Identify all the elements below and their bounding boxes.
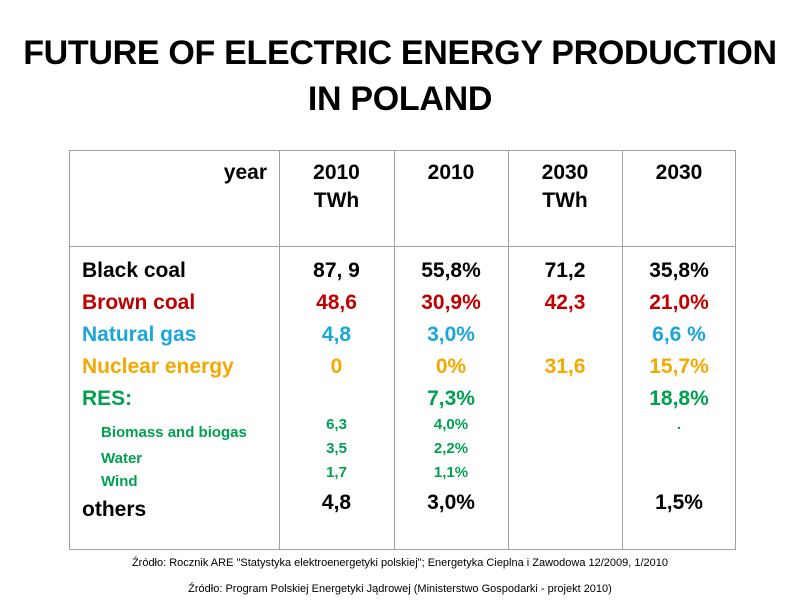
row-label-natural-gas: Natural gas xyxy=(82,323,197,346)
header-2010-pct: 2010 xyxy=(427,161,475,184)
black-coal-2030-pct: 35,8% xyxy=(649,259,709,282)
header-2030-pct: 2030 xyxy=(655,161,703,184)
others-2030-pct: 1,5% xyxy=(655,491,703,514)
row-label-black-coal: Black coal xyxy=(82,259,186,282)
natural-gas-2030-pct: 6,6 % xyxy=(652,323,706,346)
column-divider xyxy=(394,151,395,549)
slide-title: FUTURE OF ELECTRIC ENERGY PRODUCTION IN … xyxy=(0,30,800,122)
nuclear-2010-pct: 0% xyxy=(435,355,467,378)
brown-coal-2030-pct: 21,0% xyxy=(649,291,709,314)
row-label-biomass: Biomass and biogas xyxy=(101,424,247,441)
res-2030-pct: 18,8% xyxy=(649,387,709,410)
natural-gas-2010-pct: 3,0% xyxy=(427,323,475,346)
brown-coal-2010-pct: 30,9% xyxy=(421,291,481,314)
black-coal-2010-pct: 55,8% xyxy=(421,259,481,282)
natural-gas-2010-twh: 4,8 xyxy=(321,323,352,346)
biomass-2010-pct: 4,0% xyxy=(433,416,469,433)
black-coal-2010-twh: 87, 9 xyxy=(313,259,360,282)
biomass-2010-twh: 6,3 xyxy=(326,416,347,433)
column-divider xyxy=(622,151,623,549)
biomass-2030-pct: . xyxy=(676,416,682,433)
water-2010-pct: 2,2% xyxy=(433,440,469,457)
title-line-2: IN POLAND xyxy=(307,80,493,118)
column-divider xyxy=(279,151,280,549)
header-year: year xyxy=(223,161,267,184)
wind-2010-pct: 1,1% xyxy=(433,464,469,481)
others-2010-pct: 3,0% xyxy=(427,491,475,514)
row-label-brown-coal: Brown coal xyxy=(82,291,196,314)
source-note-1: Źródło: Rocznik ARE "Statystyka elektroe… xyxy=(131,557,669,569)
row-label-res: RES: xyxy=(82,387,133,410)
res-2010-pct: 7,3% xyxy=(427,387,475,410)
brown-coal-2030-twh: 42,3 xyxy=(544,291,586,314)
header-2030-twh: 2030 TWh xyxy=(541,161,589,212)
column-divider xyxy=(508,151,509,549)
row-label-nuclear-energy: Nuclear energy xyxy=(82,355,234,378)
title-line-1: FUTURE OF ELECTRIC ENERGY PRODUCTION xyxy=(23,34,777,72)
row-label-others: others xyxy=(82,498,147,521)
header-divider xyxy=(70,246,735,247)
water-2010-twh: 3,5 xyxy=(326,440,347,457)
nuclear-2010-twh: 0 xyxy=(330,355,343,378)
source-note-2: Źródło: Program Polskiej Energetyki Jądr… xyxy=(188,583,612,595)
energy-table: year 2010 TWh 2010 2030 TWh 2030 Black c… xyxy=(69,150,736,550)
row-label-water: Water xyxy=(101,450,143,467)
header-2010-twh: 2010 TWh xyxy=(313,161,360,212)
nuclear-2030-pct: 15,7% xyxy=(649,355,709,378)
nuclear-2030-twh: 31,6 xyxy=(544,355,586,378)
row-label-wind: Wind xyxy=(101,473,138,490)
wind-2010-twh: 1,7 xyxy=(326,464,347,481)
others-2010-twh: 4,8 xyxy=(321,491,352,514)
brown-coal-2010-twh: 48,6 xyxy=(316,291,357,314)
black-coal-2030-twh: 71,2 xyxy=(544,259,586,282)
